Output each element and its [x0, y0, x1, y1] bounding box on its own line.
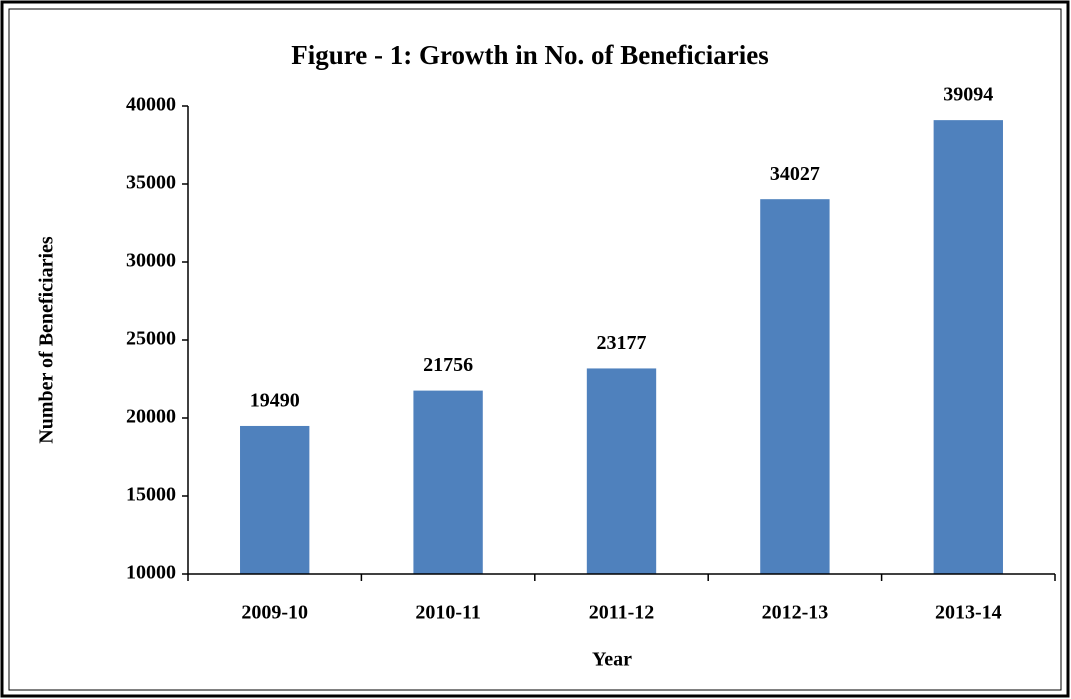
chart-title: Figure - 1: Growth in No. of Beneficiari… — [291, 40, 768, 70]
data-label: 23177 — [597, 332, 647, 354]
y-tick-label: 25000 — [126, 328, 176, 350]
x-tick-label: 2010-11 — [415, 602, 481, 624]
inner-frame — [8, 8, 1062, 691]
x-tick-label: 2009-10 — [241, 602, 308, 624]
y-tick-label: 20000 — [126, 406, 176, 428]
data-label: 34027 — [770, 163, 820, 185]
y-tick-label: 15000 — [126, 484, 176, 506]
x-tick-label: 2013-14 — [935, 602, 1002, 624]
bar — [413, 390, 483, 574]
y-axis-label: Number of Beneficiaries — [36, 236, 58, 444]
y-tick-label: 10000 — [126, 562, 176, 584]
bar — [933, 120, 1003, 574]
bar — [240, 425, 310, 574]
x-axis-label: Year — [592, 649, 632, 671]
y-tick-label: 30000 — [126, 250, 176, 272]
x-tick-label: 2011-12 — [589, 602, 655, 624]
bar — [760, 199, 830, 574]
y-tick-label: 40000 — [126, 94, 176, 116]
data-label: 21756 — [423, 354, 473, 376]
y-tick-label: 35000 — [126, 172, 176, 194]
data-label: 19490 — [250, 390, 300, 412]
data-label: 39094 — [943, 84, 993, 106]
bar — [586, 368, 657, 574]
x-tick-label: 2012-13 — [762, 602, 829, 624]
